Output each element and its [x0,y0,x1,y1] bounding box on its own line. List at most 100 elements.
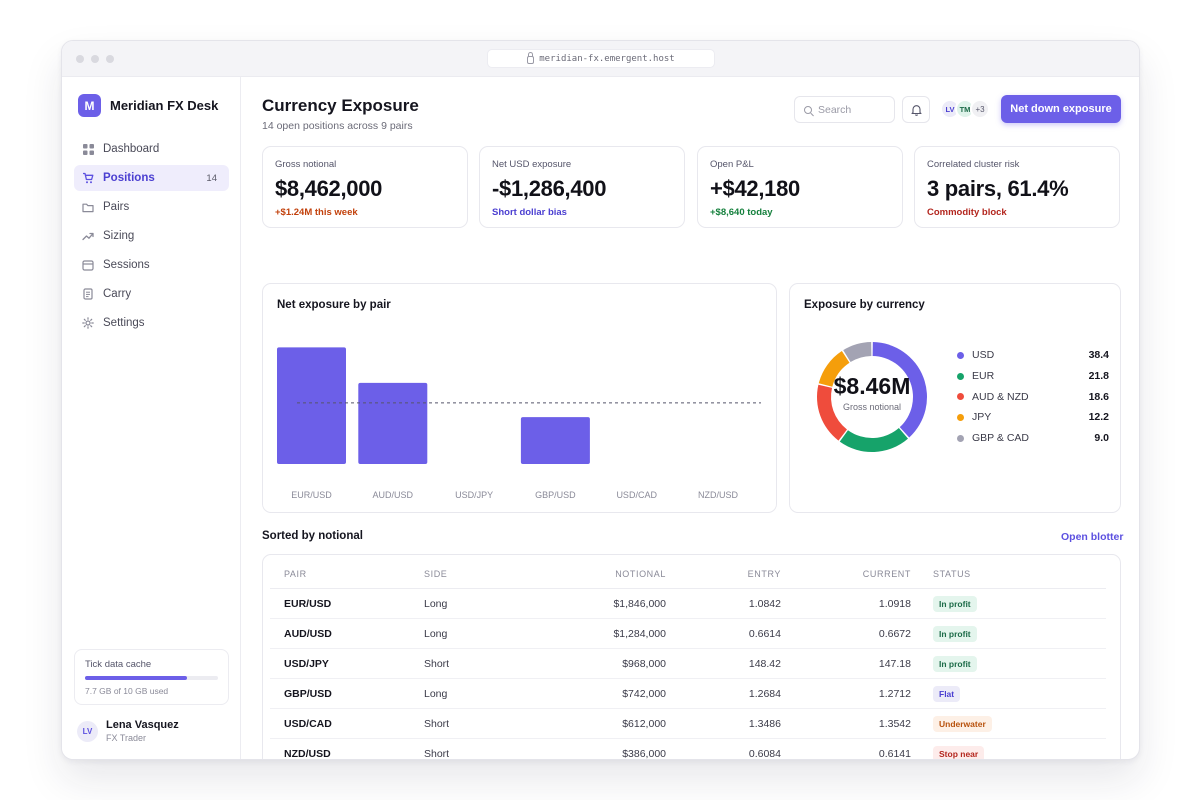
legend-swatch [957,393,964,401]
cell-status: In profit [933,649,977,679]
table-row[interactable]: NZD/USD Short $386,000 0.6084 0.6141 Stop nea… [270,739,1106,760]
column-header-status[interactable]: STATUS [933,569,971,579]
table-row[interactable]: EUR/USD Long $1,846,000 1.0842 1.0918 In prof… [270,589,1106,619]
table-row[interactable]: USD/JPY Short $968,000 148.42 147.18 In profi… [270,649,1106,679]
document-icon [82,288,94,300]
collaborator-avatars[interactable]: LV TM +3 [940,99,990,119]
brand[interactable]: M Meridian FX Desk [78,94,218,117]
cell-side: Long [424,628,448,640]
legend-label: GBP & CAD [972,432,1029,445]
cell-side: Short [424,658,450,670]
donut-slice-usd[interactable] [872,342,927,438]
chart-title: Exposure by currency [804,299,925,311]
net-down-exposure-button[interactable]: Net down exposure [1001,95,1121,123]
cache-progress-fill [85,676,188,680]
column-header-notional[interactable]: NOTIONAL [615,569,666,579]
trend-icon [82,230,94,242]
cell-entry: 1.2684 [748,688,781,700]
legend-value: 38.4 [1088,349,1109,362]
brand-logo: M [78,94,101,117]
cell-status: In profit [933,589,977,619]
x-tick-label: GBP/USD [535,490,576,500]
legend-label: JPY [972,411,992,424]
kpi-label: Correlated cluster risk [927,159,1020,170]
cache-subtitle: 7.7 GB of 10 GB used [85,686,169,696]
column-header-pair[interactable]: PAIR [284,569,307,579]
x-tick-label: USD/CAD [616,490,657,500]
cell-current: 0.6672 [878,628,911,640]
sidebar-item-carry[interactable]: Carry [74,281,229,307]
kpi-note: Short dollar bias [492,207,567,218]
donut-slice-jpy[interactable] [818,351,850,387]
sidebar-item-dashboard[interactable]: Dashboard [74,136,229,162]
legend-item: AUD & NZD 18.6 [957,386,1109,407]
bar-aud-usd[interactable] [358,382,428,464]
sidebar-item-label: Carry [103,288,132,300]
exposure-by-currency-card: Exposure by currency $8.46M Gross notion… [789,283,1121,513]
cell-side: Long [424,688,448,700]
table-section-title: Sorted by notional [262,530,363,542]
table-row[interactable]: AUD/USD Long $1,284,000 0.6614 0.6672 In prof… [270,619,1106,649]
kpi-note: +$1.24M this week [275,207,358,218]
cell-notional: $386,000 [622,748,666,760]
bar-gbp-usd[interactable] [520,417,590,464]
currency-donut-chart: $8.46M Gross notional [817,342,927,452]
cell-current: 147.18 [878,658,911,670]
legend-swatch [957,351,964,359]
column-header-current[interactable]: CURRENT [862,569,911,579]
cell-pair: GBP/USD [284,688,332,700]
cell-entry: 0.6614 [748,628,781,640]
sidebar-item-sessions[interactable]: Sessions [74,252,229,278]
notifications-button[interactable] [902,96,930,123]
sidebar-item-settings[interactable]: Settings [74,310,229,336]
table-header: PAIR SIDE NOTIONAL ENTRY CURRENT STATUS [270,559,1106,589]
search-placeholder: Search [818,103,852,116]
x-tick-label: NZD/USD [698,490,738,500]
legend-item: USD 38.4 [957,345,1109,366]
table-row[interactable]: GBP/USD Long $742,000 1.2684 1.2712 Flat [270,679,1106,709]
close-dot[interactable] [76,55,84,63]
status-badge: In profit [933,656,977,672]
open-blotter-link[interactable]: Open blotter [1061,531,1124,543]
donut-slice-aud-nzd[interactable] [817,384,847,441]
main-content: Currency Exposure 14 open positions acro… [241,77,1139,760]
sidebar-item-sizing[interactable]: Sizing [74,223,229,249]
window-controls [76,55,114,63]
bar-eur-usd[interactable] [277,347,346,464]
search-input[interactable]: Search [794,96,895,123]
cell-entry: 1.0842 [748,598,781,610]
legend-value: 21.8 [1088,370,1109,383]
donut-slice-gbp-cad[interactable] [843,342,872,363]
column-header-side[interactable]: SIDE [424,569,448,579]
cell-side: Short [424,748,450,760]
maximize-dot[interactable] [106,55,114,63]
address-bar[interactable]: meridian-fx.emergent.host [487,49,715,68]
cell-current: 1.3542 [878,718,911,730]
cell-entry: 0.6084 [748,748,781,760]
kpi-label: Net USD exposure [492,159,572,170]
brand-name: Meridian FX Desk [110,98,219,113]
positions-table: PAIR SIDE NOTIONAL ENTRY CURRENT STATUS … [262,554,1121,760]
net-exposure-bar-chart: EUR/USD AUD/USD USD/JPY GBP/USD USD/CAD NZD/U… [277,347,761,500]
column-header-entry[interactable]: ENTRY [747,569,781,579]
kpi-card-open-pnl: Open P&L +$42,180 +$8,640 today [697,146,903,228]
sidebar-item-pairs[interactable]: Pairs [74,194,229,220]
table-row[interactable]: USD/CAD Short $612,000 1.3486 1.3542 Underwat… [270,709,1106,739]
donut-slice-eur[interactable] [839,427,909,452]
cell-notional: $968,000 [622,658,666,670]
minimize-dot[interactable] [91,55,99,63]
cell-status: Stop near [933,739,985,759]
cell-notional: $1,284,000 [613,628,666,640]
cart-icon [82,172,94,184]
cell-status: In profit [933,619,977,649]
legend-value: 9.0 [1094,432,1109,445]
sidebar-item-positions[interactable]: Positions 14 [74,165,229,191]
grid-icon [82,143,94,155]
cell-notional: $742,000 [622,688,666,700]
status-badge: In profit [933,596,977,612]
folder-icon [82,201,94,213]
window-icon [82,259,94,271]
user-profile[interactable]: LV Lena Vasquez FX Trader [77,719,179,743]
cell-current: 1.2712 [878,688,911,700]
positions-count-badge: 14 [206,172,217,184]
